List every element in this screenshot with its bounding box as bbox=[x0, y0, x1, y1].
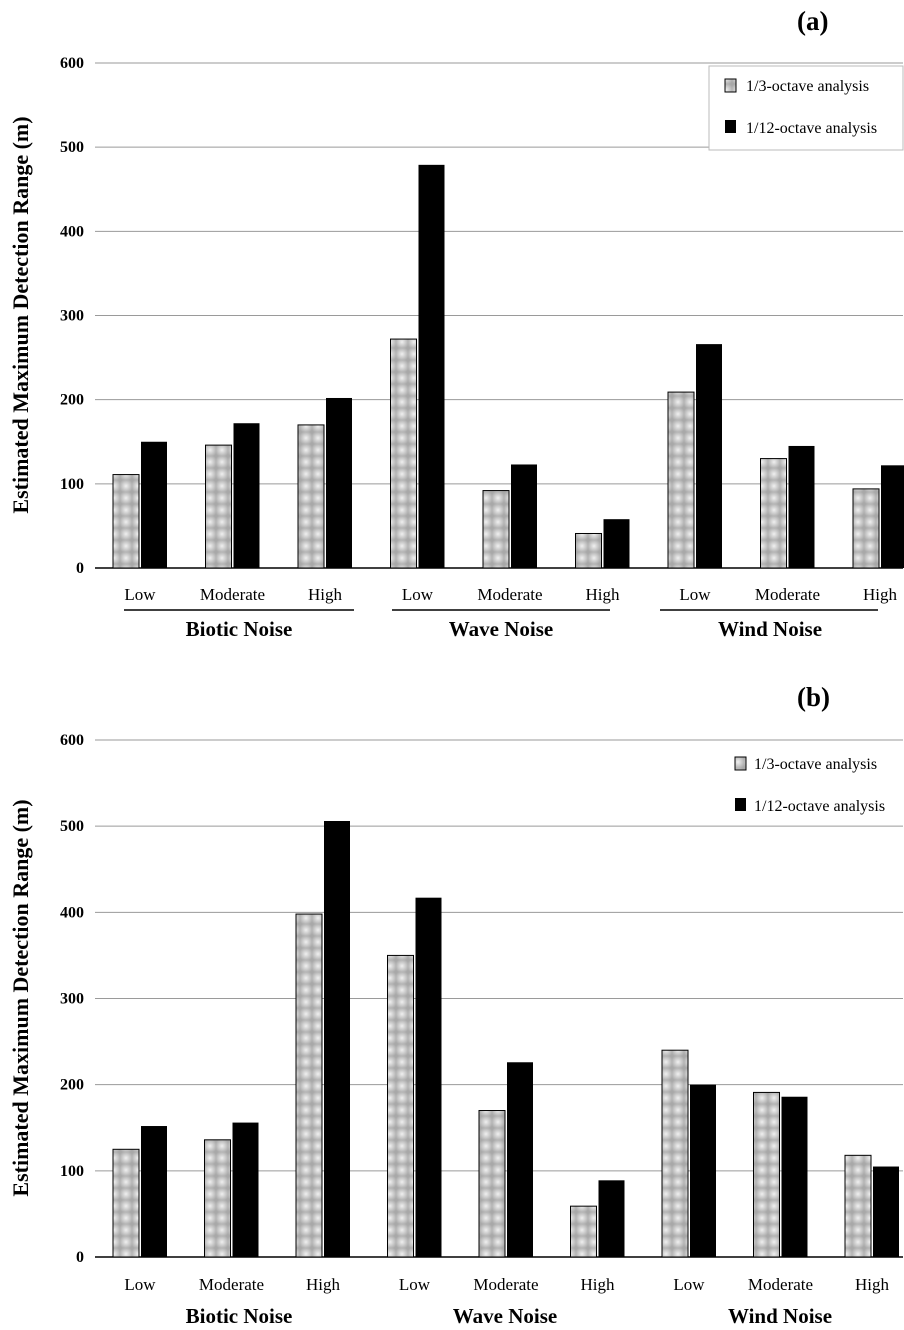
x-tick-label: Moderate bbox=[477, 585, 542, 604]
bar-twelfth-octave bbox=[511, 464, 537, 568]
panel-label: (b) bbox=[797, 682, 830, 712]
panel-label: (a) bbox=[797, 6, 828, 36]
x-tick-label: Low bbox=[124, 1275, 156, 1294]
bar-third-octave bbox=[760, 458, 787, 569]
y-tick-label: 400 bbox=[60, 904, 84, 921]
legend-swatch-twelfth-octave bbox=[725, 120, 736, 133]
bar-third-octave bbox=[852, 488, 880, 569]
bar-third-octave bbox=[844, 1154, 872, 1258]
bar-twelfth-octave bbox=[418, 164, 445, 568]
bar-twelfth-octave bbox=[232, 1122, 259, 1257]
y-tick-label: 300 bbox=[60, 991, 84, 1008]
y-tick-label: 200 bbox=[60, 392, 84, 409]
panel-a: (a) Estimated Maximum Detection Range (m… bbox=[8, 6, 904, 641]
group-label-wave: Wave Noise bbox=[453, 1304, 557, 1328]
legend-swatch-third-octave bbox=[734, 756, 747, 771]
x-tick-label: Moderate bbox=[748, 1275, 813, 1294]
bar-twelfth-octave bbox=[326, 397, 352, 568]
legend-box bbox=[708, 65, 904, 151]
x-tick-label: Low bbox=[399, 1275, 431, 1294]
bar-third-octave bbox=[112, 474, 140, 569]
legend-label-third-octave: 1/3-octave analysis bbox=[754, 756, 877, 773]
x-tick-label: High bbox=[586, 585, 621, 604]
y-tick-label: 400 bbox=[60, 223, 84, 240]
y-tick-label: 600 bbox=[60, 55, 84, 72]
y-tick-label: 500 bbox=[60, 818, 84, 835]
bar-third-octave bbox=[204, 1139, 231, 1258]
bar-twelfth-octave bbox=[141, 441, 167, 568]
bar-third-octave bbox=[667, 391, 695, 569]
legend: 1/3-octave analysis 1/12-octave analysis bbox=[708, 65, 904, 151]
bar-third-octave bbox=[297, 424, 325, 569]
x-tick-label: Moderate bbox=[473, 1275, 538, 1294]
x-tick-label: Moderate bbox=[199, 1275, 264, 1294]
legend-label-twelfth-octave: 1/12-octave analysis bbox=[754, 798, 885, 815]
group-label-biotic: Biotic Noise bbox=[186, 1304, 293, 1328]
y-tick-label: 600 bbox=[60, 732, 84, 749]
y-tick-label: 0 bbox=[76, 1249, 84, 1266]
x-tick-label: High bbox=[863, 585, 898, 604]
x-tick-label: High bbox=[308, 585, 343, 604]
bar-twelfth-octave bbox=[603, 519, 630, 568]
bar-twelfth-octave bbox=[324, 820, 350, 1257]
bar-twelfth-octave bbox=[141, 1126, 167, 1257]
panel-b: (b) Estimated Maximum Detection Range (m… bbox=[8, 682, 903, 1328]
x-tick-label: High bbox=[581, 1275, 616, 1294]
bar-twelfth-octave bbox=[881, 465, 904, 568]
bar-twelfth-octave bbox=[696, 344, 722, 568]
bar-twelfth-octave bbox=[873, 1166, 899, 1257]
x-tick-label: Moderate bbox=[755, 585, 820, 604]
bar-twelfth-octave bbox=[233, 423, 260, 568]
y-tick-label: 300 bbox=[60, 308, 84, 325]
bar-third-octave bbox=[753, 1091, 780, 1258]
group-label-wind: Wind Noise bbox=[728, 1304, 832, 1328]
x-tick-label: Low bbox=[673, 1275, 705, 1294]
y-tick-label: 500 bbox=[60, 139, 84, 156]
plot-area: 0 100 200 300 400 500 600 Low Moderate High Low Mod… bbox=[60, 732, 903, 1294]
bar-twelfth-octave bbox=[788, 445, 815, 568]
bar-third-octave bbox=[575, 532, 602, 569]
y-axis-label: Estimated Maximum Detection Range (m) bbox=[8, 116, 33, 513]
bar-third-octave bbox=[295, 913, 323, 1258]
bar-third-octave bbox=[112, 1148, 140, 1258]
group-labels: Biotic Noise Wave Noise Wind Noise bbox=[186, 1304, 832, 1328]
x-tick-label: Low bbox=[124, 585, 156, 604]
bar-third-octave bbox=[205, 444, 232, 569]
bar-twelfth-octave bbox=[598, 1180, 625, 1257]
bar-third-octave bbox=[390, 338, 417, 569]
group-label-biotic: Biotic Noise bbox=[186, 617, 293, 641]
group-label-wind: Wind Noise bbox=[718, 617, 822, 641]
x-tick-label: High bbox=[306, 1275, 341, 1294]
plot-area: 0 100 200 300 400 500 600 Low Moderate High Low Mod… bbox=[60, 55, 904, 604]
y-tick-label: 100 bbox=[60, 1163, 84, 1180]
y-axis-label: Estimated Maximum Detection Range (m) bbox=[8, 799, 33, 1196]
bar-third-octave bbox=[387, 954, 414, 1258]
bar-third-octave bbox=[661, 1049, 689, 1258]
bar-twelfth-octave bbox=[690, 1084, 716, 1257]
group-labels: Biotic Noise Wave Noise Wind Noise bbox=[124, 609, 878, 641]
legend: 1/3-octave analysis 1/12-octave analysis bbox=[734, 756, 885, 815]
x-tick-label: Low bbox=[679, 585, 711, 604]
y-tick-label: 0 bbox=[76, 560, 84, 577]
legend-swatch-third-octave bbox=[724, 78, 737, 93]
legend-label-twelfth-octave: 1/12-octave analysis bbox=[746, 120, 877, 137]
bar-third-octave bbox=[570, 1205, 597, 1258]
x-tick-label: Low bbox=[402, 585, 434, 604]
y-tick-label: 100 bbox=[60, 476, 84, 493]
legend-label-third-octave: 1/3-octave analysis bbox=[746, 78, 869, 95]
bar-third-octave bbox=[482, 490, 510, 569]
legend-swatch-twelfth-octave bbox=[735, 798, 746, 811]
bar-twelfth-octave bbox=[781, 1096, 808, 1257]
group-label-wave: Wave Noise bbox=[449, 617, 553, 641]
y-tick-label: 200 bbox=[60, 1077, 84, 1094]
bar-third-octave bbox=[478, 1110, 506, 1258]
bar-twelfth-octave bbox=[507, 1062, 533, 1257]
x-tick-label: Moderate bbox=[200, 585, 265, 604]
bar-twelfth-octave bbox=[415, 897, 442, 1257]
x-tick-label: High bbox=[855, 1275, 890, 1294]
